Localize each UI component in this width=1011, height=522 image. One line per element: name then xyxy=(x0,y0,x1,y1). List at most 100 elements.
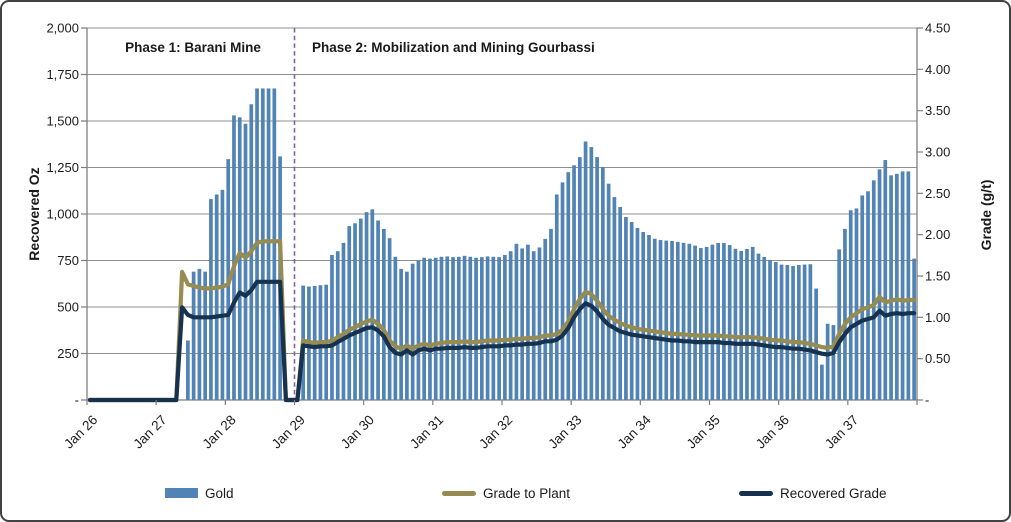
gold-bar xyxy=(894,173,899,400)
gold-bar xyxy=(624,216,628,400)
gold-bar xyxy=(589,147,594,400)
gold-bar xyxy=(203,271,208,400)
left-axis-tick-label: 1,250 xyxy=(46,160,79,175)
gold-bar xyxy=(353,223,357,400)
gold-bar xyxy=(843,228,847,400)
gold-bar xyxy=(768,259,772,400)
gold-bar xyxy=(508,251,513,400)
grade-to-plant-line xyxy=(87,239,917,403)
gold-bar xyxy=(733,248,738,400)
right-axis-title: Grade (g/t) xyxy=(978,179,994,251)
gold-bar xyxy=(820,364,824,400)
gold-bar xyxy=(693,245,697,400)
gold-bar xyxy=(641,232,646,400)
grade-to-plant-legend-swatch xyxy=(442,490,476,496)
gold-bar xyxy=(191,271,196,400)
gold-bar xyxy=(670,240,674,400)
gold-bar xyxy=(848,210,853,400)
gold-bar xyxy=(658,240,663,400)
gold-bar xyxy=(773,261,778,400)
gold-bar xyxy=(214,194,219,400)
gold-bar xyxy=(232,115,236,401)
gold-bar xyxy=(422,257,427,400)
phase1-annotation: Phase 1: Barani Mine xyxy=(125,40,261,55)
gold-bar xyxy=(197,268,202,400)
recovered-grade-legend-swatch xyxy=(739,490,773,496)
x-axis-tick-label: Jan 30 xyxy=(338,412,377,451)
legend-item-gold[interactable]: Gold xyxy=(165,483,234,503)
gold-bar xyxy=(272,88,277,400)
gold-legend-swatch xyxy=(165,488,198,498)
gold-bar xyxy=(889,175,893,400)
gold-bar xyxy=(474,257,478,400)
gold-bar xyxy=(699,248,703,400)
phase2-annotation: Phase 2: Mobilization and Mining Gourbas… xyxy=(312,40,595,55)
left-axis-tick-label: 250 xyxy=(57,346,79,361)
gold-bar xyxy=(612,197,617,400)
x-axis-tick-label: Jan 36 xyxy=(753,412,792,451)
left-axis-tick-label: 2,000 xyxy=(46,21,79,36)
x-axis-tick-label: Jan 27 xyxy=(130,412,169,451)
gold-bar xyxy=(681,242,686,400)
gold-bar xyxy=(237,117,242,400)
left-axis-tick-label: 1,000 xyxy=(46,207,79,222)
gold-bar xyxy=(745,248,749,400)
gold-bar xyxy=(906,171,911,400)
gold-bar xyxy=(376,220,380,400)
x-axis-tick-label: Jan 32 xyxy=(476,412,515,451)
gold-bar xyxy=(439,256,444,400)
gold-bar xyxy=(497,257,501,400)
gold-bar xyxy=(433,257,438,400)
left-axis-title: Recovered Oz xyxy=(26,167,42,261)
gold-bar xyxy=(554,194,559,400)
gold-bar xyxy=(220,189,225,400)
x-axis-tick-label: Jan 28 xyxy=(200,412,239,451)
x-axis-tick-label: Jan 35 xyxy=(684,412,723,451)
gold-bar xyxy=(451,257,455,400)
gold-bar xyxy=(456,256,461,400)
right-axis-tick-label: 3.50 xyxy=(925,103,950,118)
legend-item-recovered-grade[interactable]: Recovered Grade xyxy=(739,483,887,503)
gold-bar xyxy=(381,228,386,400)
gold-bar xyxy=(791,266,795,400)
gold-bar xyxy=(335,251,340,400)
gold-bar xyxy=(387,238,392,400)
gold-bar xyxy=(503,254,507,400)
gold-bar xyxy=(664,240,669,400)
left-axis-tick-label: 1,500 xyxy=(46,114,79,129)
x-axis-tick-label: Jan 26 xyxy=(61,412,100,451)
gold-bar xyxy=(716,243,720,400)
gold-bar xyxy=(785,264,790,400)
gold-bar xyxy=(871,180,876,400)
gold-bar xyxy=(629,221,634,400)
gold-bar xyxy=(370,209,375,400)
gold-bar xyxy=(825,323,830,400)
gold-bar xyxy=(583,141,588,400)
gold-bar xyxy=(416,260,421,400)
gold-bar xyxy=(566,172,571,400)
gold-bar xyxy=(526,244,530,400)
x-axis-tick-label: Jan 31 xyxy=(407,412,446,451)
x-axis-tick-label: Jan 33 xyxy=(545,412,584,451)
gold-bar xyxy=(462,255,467,400)
gold-bar xyxy=(779,264,784,400)
right-axis-tick-label: 0.50 xyxy=(925,351,950,366)
gold-bar xyxy=(520,248,525,400)
gold-bar xyxy=(606,183,611,400)
gold-bar xyxy=(808,264,813,400)
gold-bar xyxy=(802,264,807,400)
gold-bar xyxy=(445,256,450,400)
gold-bar xyxy=(831,325,836,400)
x-axis-tick-label: Jan 29 xyxy=(269,412,308,451)
gold-bar xyxy=(491,256,496,400)
gold-bar xyxy=(479,257,484,400)
gold-bar xyxy=(393,256,398,400)
right-axis-tick-label: 1.00 xyxy=(925,310,950,325)
right-axis-tick-label: 4.00 xyxy=(925,62,950,77)
legend-item-grade-to-plant[interactable]: Grade to Plant xyxy=(442,483,570,503)
right-axis-tick-label: 2.50 xyxy=(925,186,950,201)
gold-bar xyxy=(209,199,213,400)
gold-bar xyxy=(687,243,692,400)
